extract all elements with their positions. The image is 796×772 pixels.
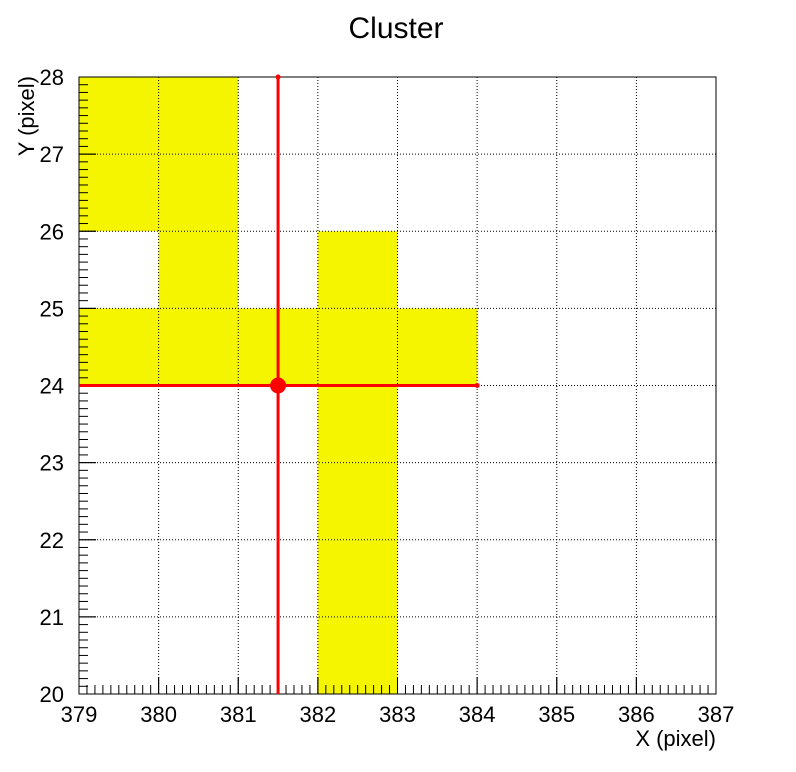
marker-x-error-end [474, 383, 480, 388]
cluster-centroid-marker [270, 377, 287, 394]
y-tick-label: 27 [40, 142, 64, 167]
cluster-cell [79, 308, 159, 386]
y-tick-label: 26 [40, 219, 64, 244]
labels-layer: Cluster X (pixel) Y (pixel) [14, 12, 716, 751]
grid-layer [79, 77, 716, 694]
marker-layer [79, 74, 480, 694]
cluster-cell [317, 308, 398, 386]
cluster-cell [317, 385, 398, 463]
cells-layer [79, 77, 478, 694]
cluster-cell [317, 231, 398, 309]
cluster-cell [158, 308, 239, 386]
x-tick-label: 379 [61, 702, 98, 727]
cluster-cell [397, 308, 478, 386]
x-tick-label: 387 [698, 702, 735, 727]
y-tick-label: 22 [40, 528, 64, 553]
x-tick-label: 386 [618, 702, 655, 727]
cluster-cell [79, 154, 159, 232]
x-tick-label: 384 [459, 702, 496, 727]
cluster-cell [79, 77, 159, 155]
cluster-cell [158, 231, 239, 309]
y-tick-label: 24 [40, 374, 64, 399]
x-tick-label: 381 [220, 702, 257, 727]
y-tick-label: 20 [40, 682, 64, 707]
y-axis-label: Y (pixel) [14, 76, 39, 156]
y-tick-label: 21 [40, 605, 64, 630]
chart-title: Cluster [348, 12, 443, 45]
y-tick-label: 23 [40, 451, 64, 476]
cluster-cell [158, 77, 239, 155]
cluster-cell [317, 539, 398, 617]
ticks-layer: 379 380 381 382 383 384 385 386 387 20 21 22 23 24 25 2… [40, 65, 735, 727]
cluster-cell [317, 462, 398, 540]
cluster-cell [158, 154, 239, 232]
x-tick-label: 385 [538, 702, 575, 727]
x-tick-label: 380 [140, 702, 177, 727]
x-axis-label: X (pixel) [635, 726, 716, 751]
y-tick-label: 25 [40, 296, 64, 321]
y-tick-label: 28 [40, 65, 64, 90]
x-tick-label: 382 [300, 702, 337, 727]
x-tick-label: 383 [379, 702, 416, 727]
marker-y-error-end [275, 74, 281, 80]
cluster-cell [317, 616, 398, 694]
